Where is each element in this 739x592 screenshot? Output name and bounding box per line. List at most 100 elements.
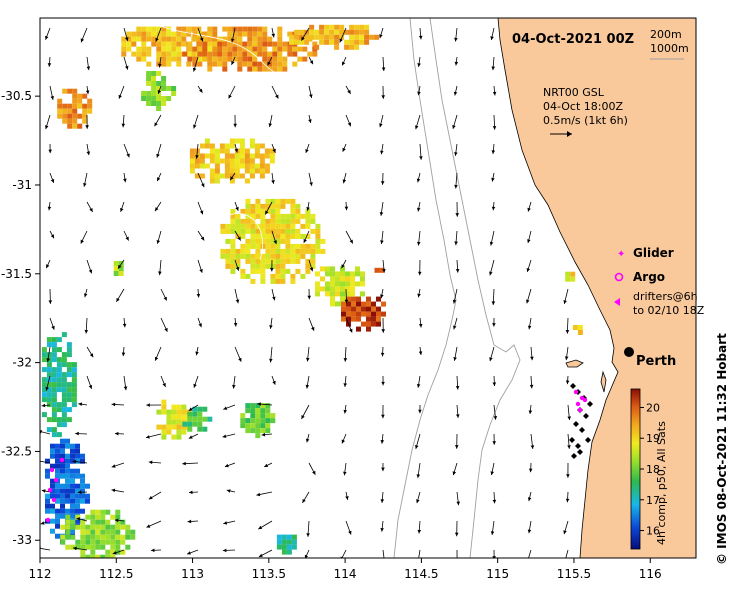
sst-cell <box>206 46 212 52</box>
sst-cell <box>100 534 106 540</box>
current-arrow-head <box>188 435 193 439</box>
sst-cell <box>136 36 142 42</box>
sst-cell <box>295 243 301 249</box>
sst-cell <box>319 29 325 35</box>
sst-cell <box>309 24 315 30</box>
current-arrow-head <box>125 37 129 41</box>
sst-cell <box>130 534 136 540</box>
sst-cell <box>41 382 47 388</box>
sst-cell <box>182 51 188 57</box>
current-arrow-head <box>489 241 494 246</box>
sst-cell <box>361 301 366 307</box>
sst-cell <box>46 402 52 408</box>
sst-cell <box>46 357 52 363</box>
sst-cell <box>265 253 271 259</box>
sst-cell <box>202 426 208 432</box>
sst-cell <box>275 253 281 259</box>
sst-cell <box>250 403 256 409</box>
sst-cell <box>330 296 335 302</box>
glider-track-point <box>45 517 51 523</box>
sst-cell <box>222 56 228 62</box>
current-arrow-head <box>526 268 530 272</box>
sst-cell <box>219 173 225 179</box>
current-arrow-head <box>452 299 457 304</box>
sst-cell <box>239 143 245 149</box>
sst-cell <box>125 534 131 540</box>
sst-cell <box>356 306 361 312</box>
x-tick-label: 114 <box>334 567 357 581</box>
sst-cell <box>212 26 218 32</box>
sst-cell <box>280 248 286 254</box>
sst-cell <box>80 549 86 555</box>
sst-cell <box>105 509 111 515</box>
sst-cell <box>234 163 240 169</box>
axis-ticks: 112 112.5 113 113.5 114 114.5 115 115.5 116-30.5… <box>1 89 662 581</box>
sst-cell <box>240 243 246 249</box>
sst-cell <box>146 36 152 42</box>
sst-cell <box>192 46 198 52</box>
sst-cell <box>176 36 182 42</box>
sst-cell <box>212 46 218 52</box>
current-arrow-head <box>40 521 45 525</box>
sst-cell <box>280 268 286 274</box>
current-arrow-head <box>563 300 567 304</box>
sst-cell <box>240 233 246 239</box>
sst-cell <box>70 488 75 494</box>
legend-argo: Argo <box>633 270 665 284</box>
sst-cell <box>50 493 55 499</box>
sst-cell <box>85 498 90 504</box>
sst-cell <box>60 513 65 519</box>
sst-cell <box>354 24 360 30</box>
sst-cell <box>350 271 355 277</box>
sst-cell <box>376 296 381 302</box>
sst-cell <box>229 163 235 169</box>
current-arrow-head <box>417 63 421 67</box>
current-arrow-head <box>381 329 385 333</box>
sst-cell <box>65 458 70 464</box>
sst-cell <box>199 173 205 179</box>
current-arrow-head <box>304 554 309 558</box>
sst-cell <box>176 429 182 435</box>
sst-cell <box>214 173 220 179</box>
current-arrow-head <box>529 384 534 389</box>
current-arrow-head <box>306 357 310 362</box>
sst-cell <box>55 448 60 454</box>
current-arrow-head <box>492 323 496 327</box>
sst-cell <box>260 258 266 264</box>
sst-cell <box>125 529 131 535</box>
sst-cell <box>289 34 295 40</box>
current-arrow <box>341 549 347 558</box>
current-arrow-head <box>347 122 352 127</box>
sst-cell <box>270 248 276 254</box>
current-arrow-head <box>382 269 386 273</box>
sst-cell <box>61 412 67 418</box>
sst-cell <box>282 61 288 67</box>
current-arrow-head <box>567 445 571 449</box>
sst-cell <box>340 266 345 272</box>
glider-track-point <box>49 467 55 473</box>
sst-cell <box>113 261 119 266</box>
sst-cell <box>249 168 255 174</box>
current-arrow-head <box>164 327 168 332</box>
drifter-position <box>570 383 576 389</box>
sst-cell <box>346 301 351 307</box>
sst-cell <box>202 36 208 42</box>
sst-cell <box>66 372 72 378</box>
sst-cell <box>294 39 300 45</box>
sst-cell <box>87 103 93 109</box>
sst-cell <box>151 81 157 86</box>
sst-cell <box>75 443 80 449</box>
sst-cell <box>67 113 73 119</box>
sst-cell <box>262 46 268 52</box>
sst-cell <box>151 26 157 32</box>
sst-cell <box>156 424 162 430</box>
sst-cell <box>300 273 306 279</box>
sst-cell <box>354 39 360 45</box>
sst-cell <box>265 413 271 419</box>
sst-cell <box>176 26 182 32</box>
colorbar-tick-label: 16 <box>646 525 660 538</box>
sst-cell <box>136 46 142 52</box>
sst-cell <box>187 46 193 52</box>
sst-cell <box>292 51 298 57</box>
sst-cell <box>72 98 78 104</box>
